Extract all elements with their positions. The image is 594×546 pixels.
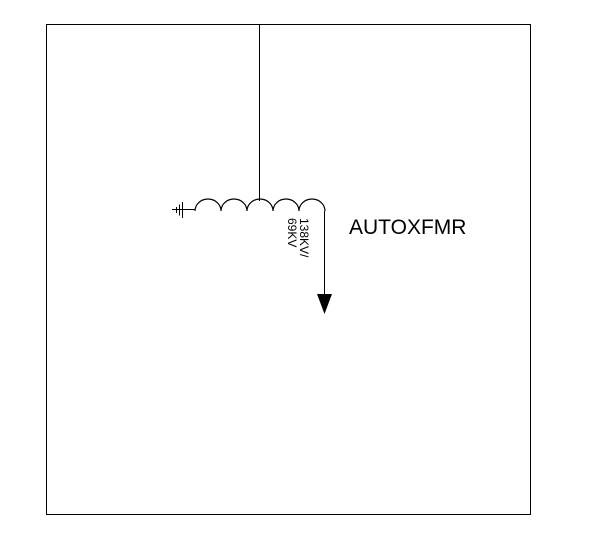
arrow-down-icon[interactable] [317,211,332,314]
voltage-rating: 138KV/ 69KV [285,218,311,258]
rating-line-2: 69KV [285,218,299,247]
autotransformer-winding-icon[interactable] [194,198,326,212]
rating-line-1: 138KV/ [297,218,311,258]
diagram-frame [46,24,531,515]
ground-icon [172,202,195,218]
device-label: AUTOXFMR [349,216,466,239]
